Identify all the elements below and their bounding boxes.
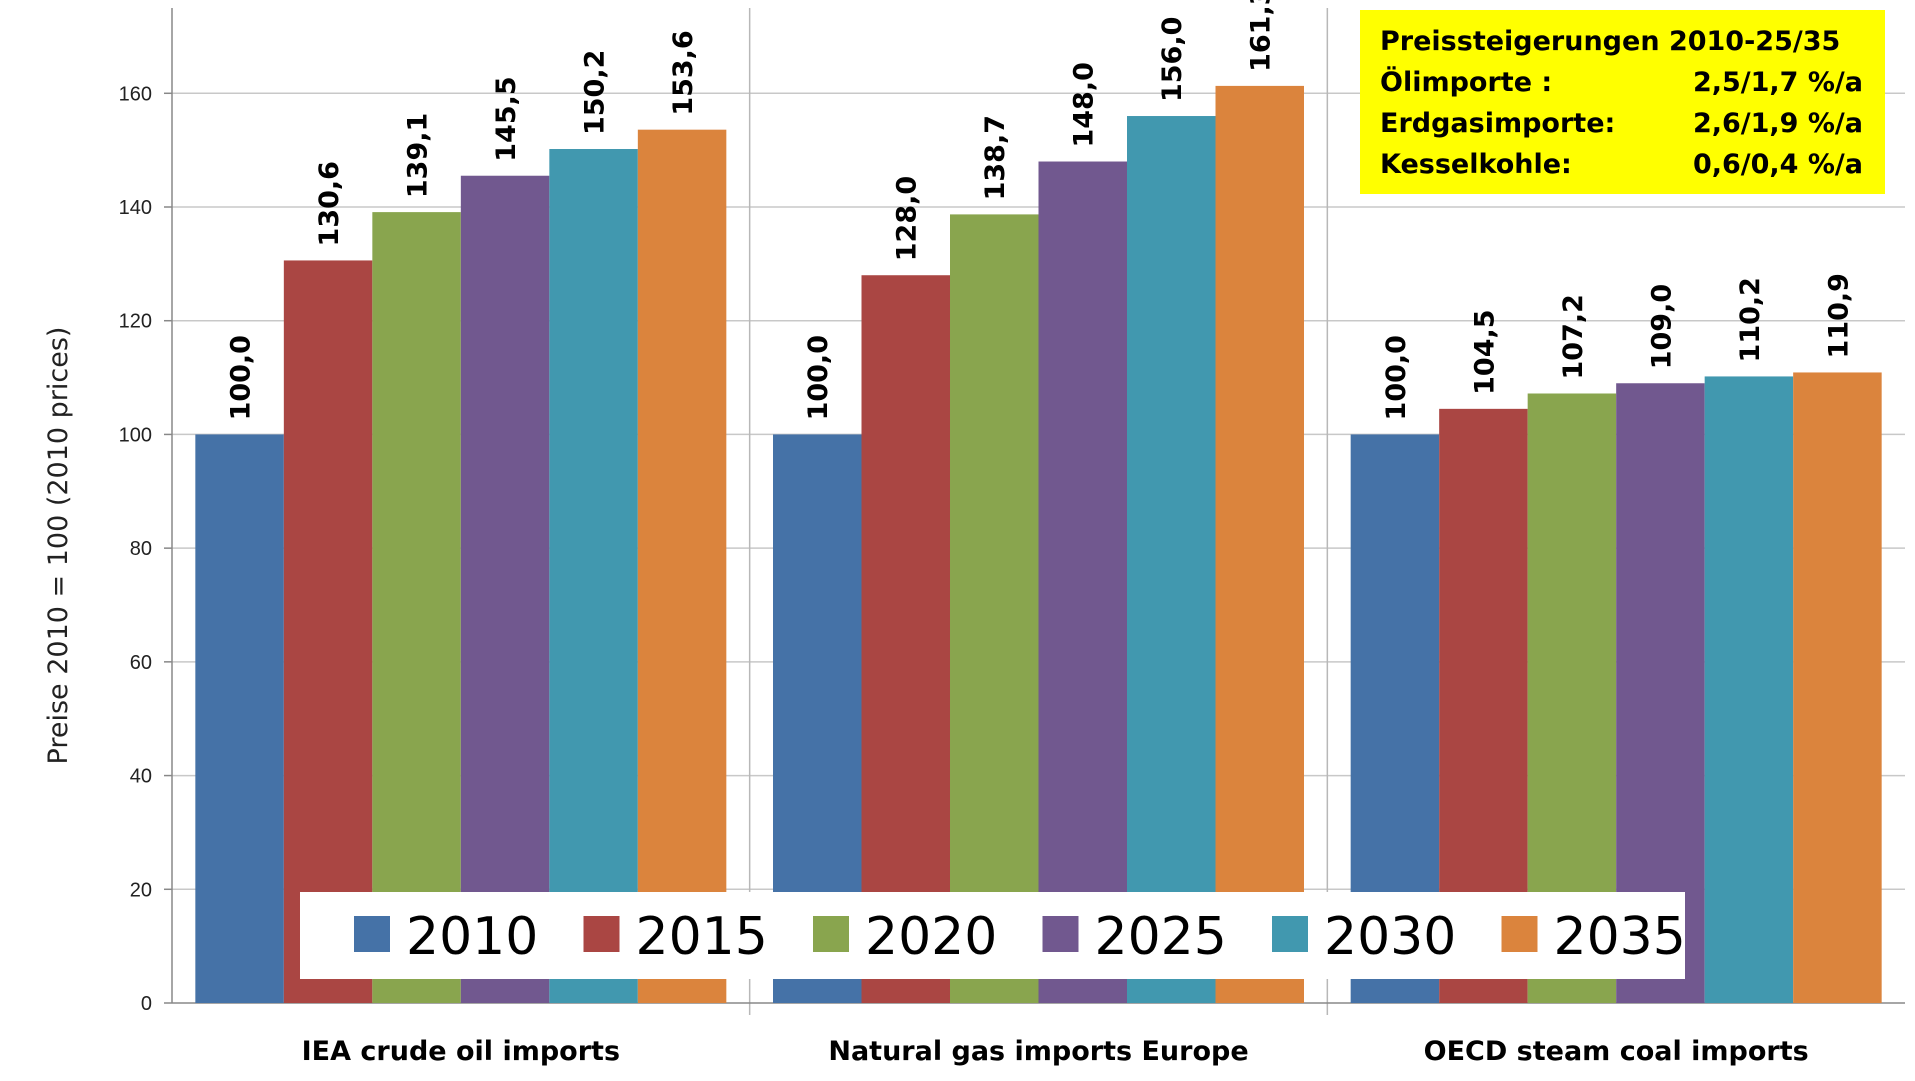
category-label: Natural gas imports Europe <box>828 1036 1248 1067</box>
legend-swatch <box>1501 916 1538 952</box>
category-label: OECD steam coal imports <box>1424 1036 1809 1067</box>
annotation-box: Preissteigerungen 2010-25/35 Ölimporte : 2… <box>1360 10 1885 194</box>
data-label: 107,2 <box>1558 294 1589 379</box>
bar <box>460 175 550 1003</box>
legend-swatch <box>813 916 849 952</box>
bar <box>195 434 284 1003</box>
y-tick-label: 40 <box>130 766 152 788</box>
annotation-label: Ölimporte : <box>1380 65 1552 98</box>
annotation-value: 2,5/1,7 %/a <box>1693 67 1863 98</box>
y-tick-label: 60 <box>130 652 152 674</box>
annotation-background <box>1360 10 1885 194</box>
data-label: 156,0 <box>1157 17 1188 102</box>
data-label: 138,7 <box>980 115 1011 200</box>
y-tick-label: 120 <box>119 311 152 333</box>
data-label: 104,5 <box>1469 309 1500 394</box>
axes: 0 20 40 60 80 100 120 140 160 Preise 2010 = 100 (… <box>43 8 1905 1067</box>
legend: 2010 2015 2020 2025 2030 2035 <box>300 892 1686 979</box>
y-tick-label: 0 <box>141 993 152 1015</box>
bar <box>372 212 461 1004</box>
legend-label: 2035 <box>1554 907 1686 967</box>
y-tick-label: 20 <box>130 879 152 901</box>
data-label: 110,2 <box>1735 277 1766 362</box>
data-label: 100,0 <box>1381 335 1412 420</box>
data-label: 100,0 <box>226 335 257 420</box>
data-label: 130,6 <box>314 161 345 246</box>
data-label: 148,0 <box>1069 62 1100 147</box>
bar <box>283 260 373 1004</box>
data-label: 128,0 <box>892 176 923 261</box>
annotation-label: Kesselkohle: <box>1380 149 1572 180</box>
bar <box>1215 85 1304 1003</box>
y-tick-label: 140 <box>119 197 152 219</box>
bar <box>549 149 638 1003</box>
bar <box>1704 376 1794 1003</box>
legend-label: 2030 <box>1324 907 1456 967</box>
legend-label: 2010 <box>406 907 538 967</box>
data-label: 161,3 <box>1246 0 1277 72</box>
data-label: 145,5 <box>491 76 522 161</box>
annotation-value: 2,6/1,9 %/a <box>1693 108 1863 139</box>
bars <box>195 85 1882 1004</box>
legend-label: 2020 <box>865 907 997 967</box>
data-label: 110,9 <box>1823 273 1854 358</box>
data-labels: 100,0 130,6 139,1 145,5 150,2 153,6 100,0 128,0… <box>226 0 1855 420</box>
data-label: 109,0 <box>1646 284 1677 369</box>
bar <box>1793 372 1882 1003</box>
y-tick-label: 160 <box>119 83 152 105</box>
legend-swatch <box>354 916 390 952</box>
legend-swatch <box>583 916 620 952</box>
legend-swatch <box>1272 916 1308 952</box>
legend-label: 2025 <box>1095 907 1227 967</box>
bar <box>1038 161 1127 1003</box>
data-label: 139,1 <box>403 113 434 198</box>
annotation-label: Preissteigerungen 2010-25/35 <box>1380 26 1840 57</box>
annotation-value: 0,6/0,4 %/a <box>1693 149 1863 180</box>
bar <box>637 129 727 1003</box>
category-label: IEA crude oil imports <box>302 1036 620 1067</box>
bar <box>1127 116 1216 1004</box>
bar <box>861 275 950 1003</box>
data-label: 100,0 <box>803 335 834 420</box>
data-label: 150,2 <box>580 50 611 135</box>
legend-swatch <box>1042 916 1079 952</box>
y-tick-label: 100 <box>119 424 152 446</box>
y-tick-label: 80 <box>130 538 152 560</box>
bar <box>950 214 1039 1004</box>
y-axis-label: Preise 2010 = 100 (2010 prices) <box>43 327 74 765</box>
data-label: 153,6 <box>668 30 699 115</box>
legend-label: 2015 <box>636 907 768 967</box>
legend-box <box>300 892 1685 979</box>
annotation-label: Erdgasimporte: <box>1380 108 1615 139</box>
